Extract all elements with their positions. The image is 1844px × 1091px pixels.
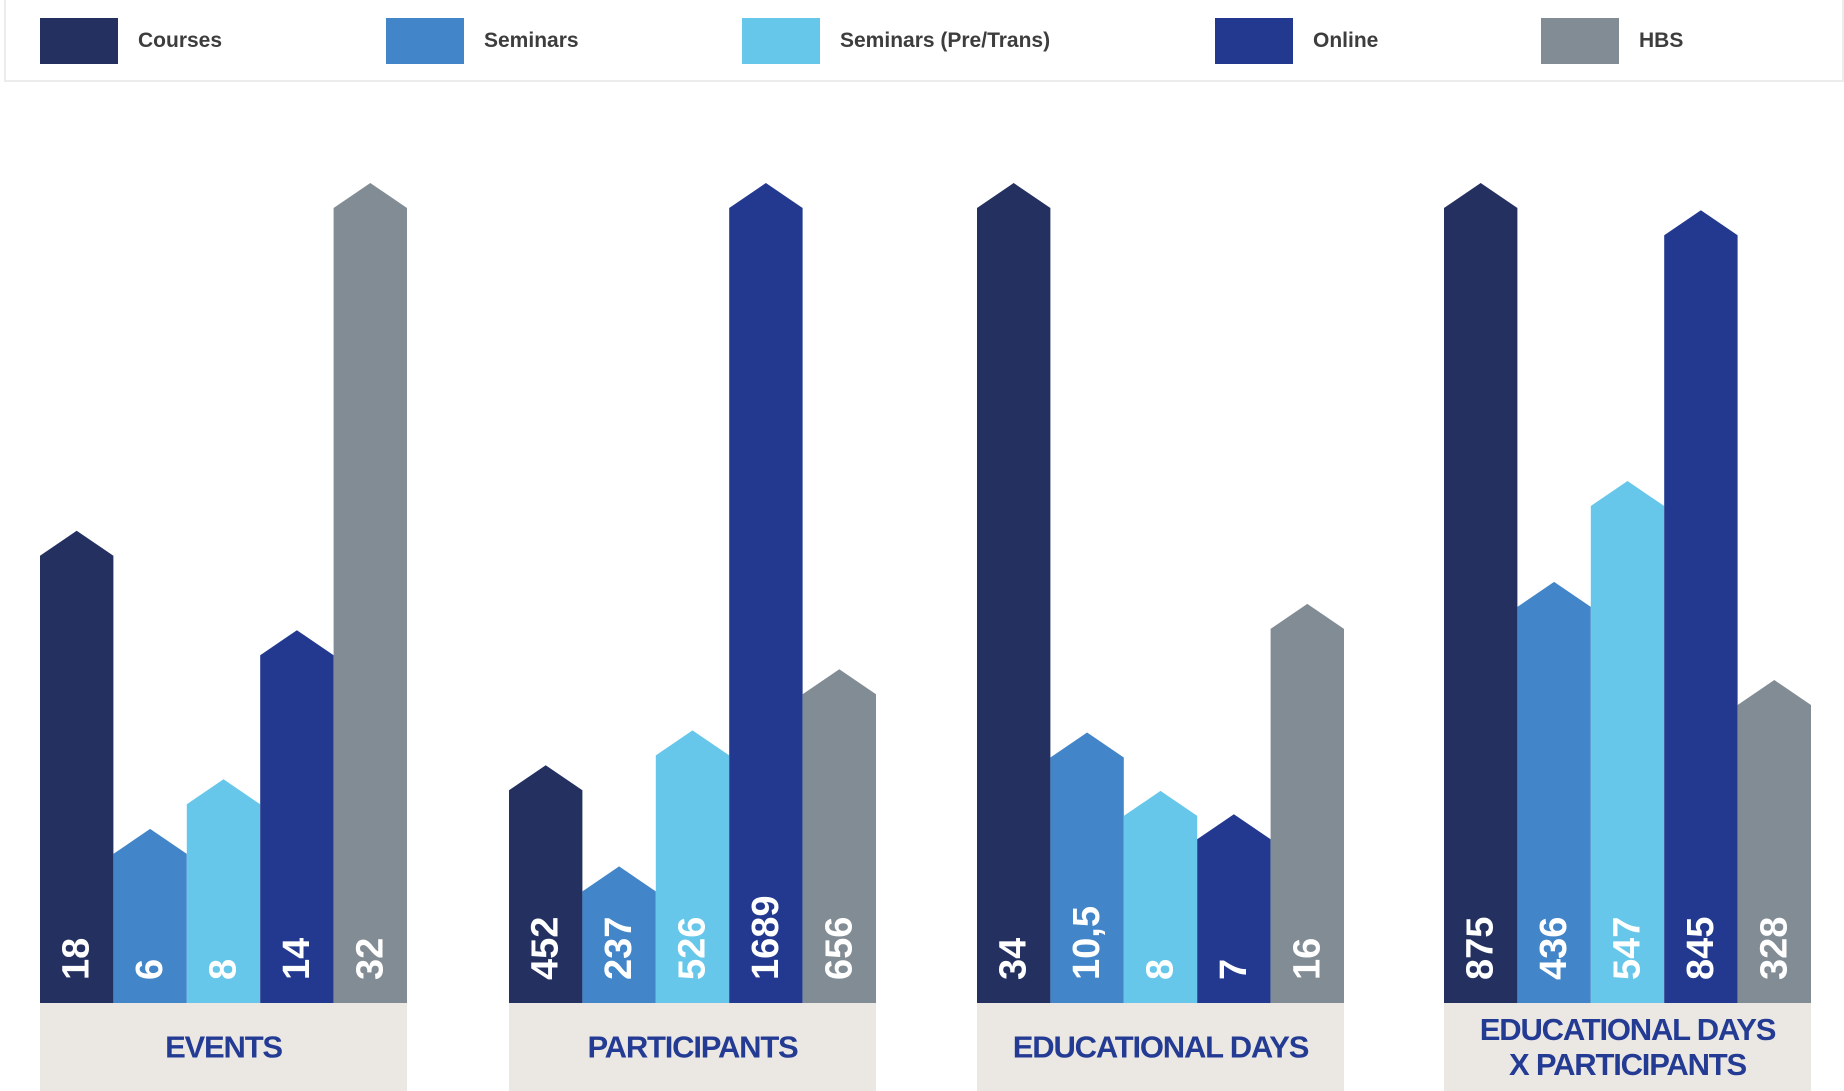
bar-g3-s3 <box>1664 210 1738 1004</box>
bar-g3-s4 <box>1737 680 1811 1003</box>
legend-label-online: Online <box>1313 29 1379 52</box>
bar-g2-s2 <box>1123 790 1198 1003</box>
category-band-1 <box>509 1003 876 1091</box>
data-label-g3-s4: 328 <box>1753 917 1795 980</box>
legend-swatch-online <box>1215 18 1293 64</box>
legend: Courses Seminars Seminars (Pre/Trans) On… <box>4 0 1844 82</box>
legend-item-seminars-pre-trans: Seminars (Pre/Trans) <box>742 18 1050 64</box>
data-label-g2-s0: 34 <box>993 938 1035 980</box>
bar-g0-s0 <box>40 530 114 1003</box>
legend-label-seminars: Seminars <box>484 29 579 52</box>
category-label-3-line-1: X PARTICIPANTS <box>1509 1047 1746 1082</box>
data-label-g3-s0: 875 <box>1460 917 1502 980</box>
data-label-g1-s4: 656 <box>818 917 860 980</box>
legend-label-hbs: HBS <box>1639 29 1684 52</box>
bar-g0-s3 <box>260 630 334 1003</box>
bar-g0-s2 <box>186 779 261 1003</box>
data-label-g3-s1: 436 <box>1533 917 1575 980</box>
legend-swatch-courses <box>40 18 118 64</box>
legend-label-seminars-pre-trans: Seminars (Pre/Trans) <box>840 29 1051 52</box>
legend-item-hbs: HBS <box>1541 18 1683 64</box>
bar-g3-s0 <box>1444 183 1518 1003</box>
bar-g1-s4 <box>802 669 876 1003</box>
data-label-g1-s0: 452 <box>525 917 567 980</box>
legend-item-online: Online <box>1215 18 1378 64</box>
bar-g2-s0 <box>977 183 1051 1003</box>
data-label-g3-s2: 547 <box>1607 917 1649 980</box>
bar-g1-s3 <box>729 183 803 1003</box>
data-label-g3-s3: 845 <box>1680 917 1722 980</box>
legend-swatch-hbs <box>1541 18 1619 64</box>
bar-g1-s2 <box>655 730 730 1003</box>
bar-g2-s3 <box>1197 814 1271 1003</box>
category-label-3-line-0: EDUCATIONAL DAYS <box>1480 1012 1776 1047</box>
category-label-2-line-0: EDUCATIONAL DAYS <box>1013 1030 1309 1065</box>
bar-g1-s1 <box>582 866 656 1003</box>
bar-g0-s4 <box>333 183 407 1003</box>
data-label-g0-s3: 14 <box>276 938 318 980</box>
data-label-g0-s4: 32 <box>349 938 391 980</box>
data-label-g2-s4: 16 <box>1286 938 1328 980</box>
data-label-g0-s1: 6 <box>129 959 171 980</box>
legend-item-courses: Courses <box>40 18 222 64</box>
bar-g1-s0 <box>509 765 583 1003</box>
data-label-g1-s2: 526 <box>672 917 714 980</box>
data-label-g1-s3: 1689 <box>745 895 787 980</box>
legend-item-seminars: Seminars <box>386 18 579 64</box>
legend-label-courses: Courses <box>138 29 223 52</box>
legend-swatch-seminars <box>386 18 464 64</box>
bar-g2-s1 <box>1050 732 1124 1003</box>
category-band-2 <box>977 1003 1344 1091</box>
bar-g2-s4 <box>1270 603 1344 1003</box>
data-label-g2-s1: 10,5 <box>1066 906 1108 980</box>
category-band-3 <box>1444 1003 1811 1091</box>
category-label-1-line-0: PARTICIPANTS <box>587 1030 798 1065</box>
legend-swatch-seminars-pre-trans <box>742 18 820 64</box>
category-label-0-line-0: EVENTS <box>165 1030 282 1065</box>
data-label-g0-s2: 8 <box>203 959 245 980</box>
category-band-0 <box>40 1003 407 1091</box>
bar-g3-s2 <box>1590 481 1665 1003</box>
bar-g3-s1 <box>1517 581 1591 1003</box>
data-label-g2-s2: 8 <box>1140 959 1182 980</box>
bar-g0-s1 <box>113 828 187 1003</box>
data-label-g1-s1: 237 <box>598 917 640 980</box>
data-label-g0-s0: 18 <box>56 938 98 980</box>
data-label-g2-s3: 7 <box>1213 959 1255 980</box>
